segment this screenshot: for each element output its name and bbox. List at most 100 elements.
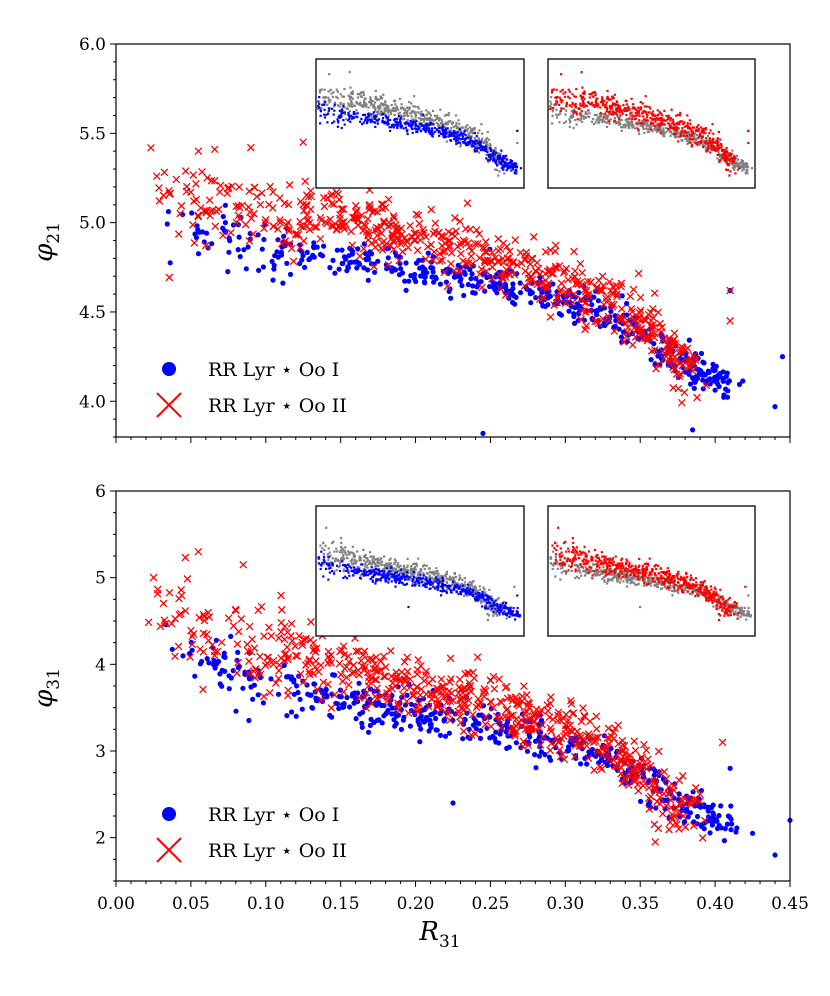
inset-point — [432, 119, 435, 122]
data-point — [395, 256, 404, 265]
data-point — [625, 772, 633, 781]
inset-point — [317, 106, 320, 109]
data-point — [574, 739, 583, 747]
data-point — [258, 189, 266, 197]
data-point — [348, 247, 354, 253]
data-point — [271, 679, 280, 687]
inset-point — [445, 128, 448, 131]
inset-point — [568, 90, 571, 93]
inset-point — [598, 120, 601, 123]
inset-point — [637, 106, 640, 109]
data-point — [480, 258, 489, 267]
inset-point — [619, 114, 622, 117]
inset-point — [492, 612, 495, 615]
data-point — [725, 380, 731, 386]
data-point — [379, 200, 387, 209]
inset-point — [438, 130, 441, 133]
data-point — [398, 726, 404, 733]
inset-point — [493, 607, 496, 610]
data-point — [360, 220, 369, 229]
inset-point — [511, 168, 515, 171]
inset-point — [461, 133, 464, 136]
data-point — [468, 710, 477, 719]
inset-point — [407, 107, 410, 110]
inset-point — [323, 88, 326, 91]
inset-point — [704, 148, 707, 151]
inset-point — [496, 164, 499, 167]
inset-point — [613, 120, 616, 123]
inset-point — [747, 141, 750, 145]
data-point — [336, 214, 344, 223]
data-point — [693, 393, 701, 402]
inset-point — [692, 138, 695, 141]
inset-point — [702, 141, 705, 144]
inset-point — [563, 121, 566, 125]
data-point — [147, 143, 155, 152]
inset-point — [424, 116, 427, 120]
inset-point — [396, 126, 399, 129]
inset-point — [327, 547, 330, 550]
inset-point — [426, 128, 429, 131]
data-point — [701, 826, 707, 832]
data-point — [691, 385, 697, 391]
inset-point — [355, 560, 358, 563]
inset-point — [411, 127, 414, 131]
inset-point — [719, 159, 722, 162]
inset-point — [645, 121, 648, 124]
inset-point — [656, 130, 659, 133]
inset-point — [382, 113, 385, 116]
inset-point — [399, 122, 402, 125]
data-point — [209, 241, 215, 247]
inset-point — [719, 154, 722, 157]
inset-point — [486, 613, 489, 616]
inset-point — [716, 138, 719, 141]
inset-point — [661, 123, 664, 126]
data-point — [548, 757, 554, 763]
inset-point — [361, 105, 364, 108]
data-point — [646, 308, 655, 317]
inset-point — [638, 107, 641, 110]
inset-point — [489, 149, 492, 153]
data-point — [556, 752, 565, 761]
inset-point — [728, 153, 731, 156]
inset-point — [426, 113, 429, 116]
data-point — [677, 398, 686, 407]
data-point — [305, 667, 313, 676]
inset-point — [406, 119, 409, 122]
inset-point — [441, 121, 444, 124]
inset-point — [466, 124, 469, 127]
inset-point — [447, 111, 450, 115]
data-point — [465, 281, 471, 288]
data-point — [348, 241, 357, 250]
inset-point — [412, 572, 415, 575]
inset-point — [435, 122, 438, 125]
inset-point — [329, 99, 332, 102]
data-point — [690, 427, 696, 433]
data-point — [372, 269, 378, 275]
inset-point — [615, 100, 618, 103]
inset-point — [428, 130, 431, 133]
data-point — [441, 247, 449, 256]
inset-point — [490, 602, 493, 605]
inset-point — [400, 569, 403, 572]
inset-point — [627, 126, 631, 129]
data-point — [565, 744, 572, 750]
inset-point — [705, 139, 708, 142]
inset-point — [689, 122, 692, 125]
data-point — [413, 246, 422, 255]
inset-point — [575, 87, 578, 91]
data-point — [263, 659, 271, 668]
data-point — [205, 613, 214, 621]
inset-point — [408, 106, 411, 109]
data-point — [428, 265, 434, 271]
inset-point — [431, 109, 435, 112]
inset-point — [659, 122, 662, 126]
data-point — [446, 716, 454, 725]
inset-point — [646, 128, 649, 131]
inset-point — [453, 572, 457, 576]
inset-point — [491, 154, 494, 157]
inset-point — [429, 114, 432, 117]
data-point — [330, 257, 336, 263]
data-point — [373, 694, 382, 703]
inset-point — [358, 559, 361, 562]
